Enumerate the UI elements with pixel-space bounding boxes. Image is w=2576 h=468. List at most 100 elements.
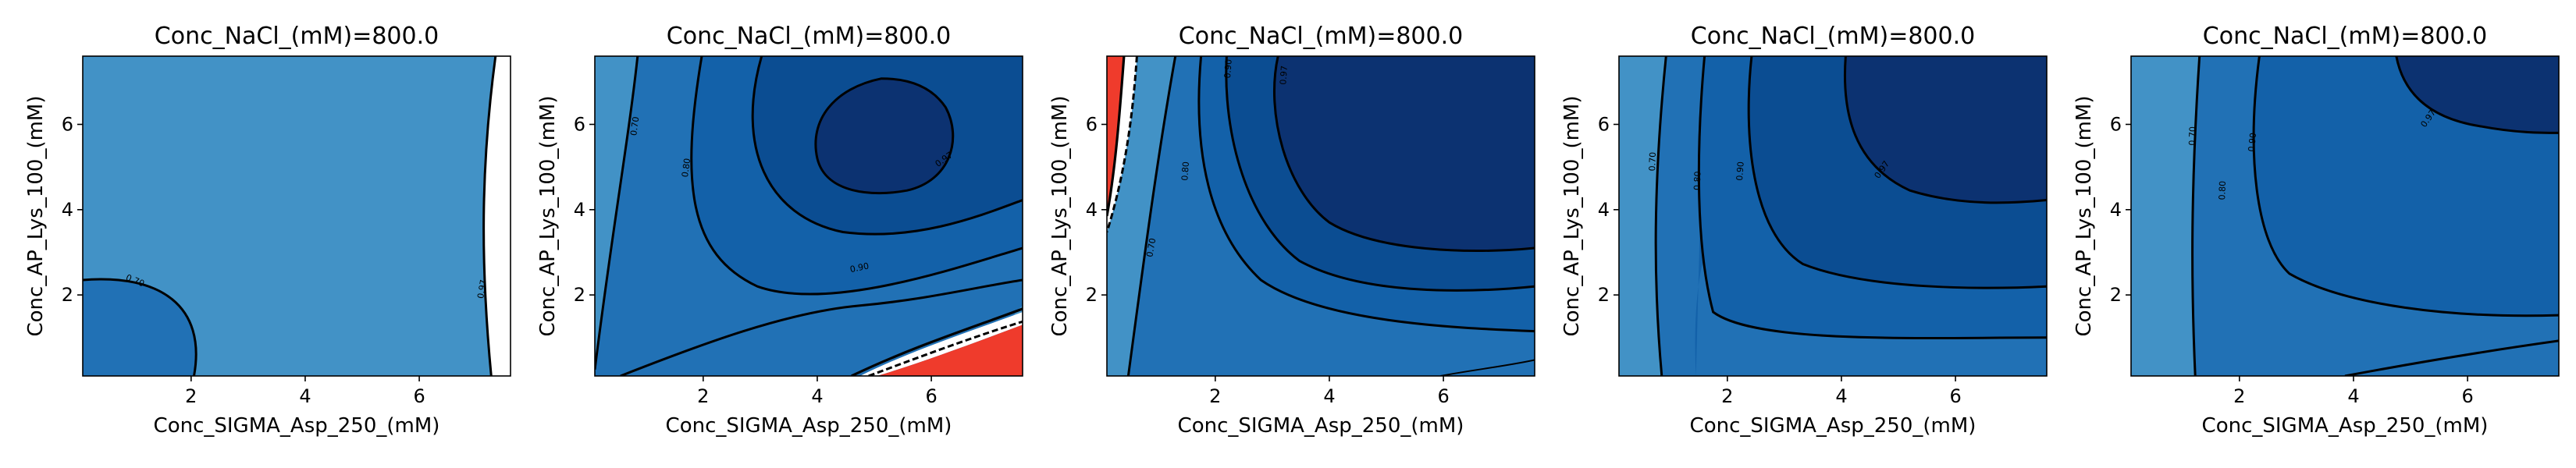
y-tick-label: 6 <box>1086 113 1098 135</box>
panel-title: Conc_NaCl_(mM)=800.0 <box>1179 23 1463 50</box>
contour-line <box>2395 56 2559 134</box>
plot-area: 0.70 0.97 <box>83 56 511 376</box>
x-axis-label: Conc_SIGMA_Asp_250_(mM) <box>1178 414 1464 438</box>
contour-level-label: 0.80 <box>680 158 692 178</box>
y-tick-label: 2 <box>574 284 585 306</box>
contour-level-label: 0.70 <box>628 116 641 136</box>
contour-fill-region <box>83 56 511 376</box>
contour-line <box>868 320 1023 376</box>
y-tick-label: 4 <box>1086 199 1098 221</box>
contour-level-label: 0.70 <box>2187 126 2198 146</box>
y-tick-label: 6 <box>1598 113 1610 135</box>
x-tick-label: 6 <box>1949 385 1961 407</box>
x-tick-label: 2 <box>1209 385 1221 407</box>
contour-fill-region <box>815 78 953 193</box>
contour-line <box>851 307 1023 376</box>
x-tick-label: 4 <box>2347 385 2359 407</box>
contour-line <box>1697 56 2047 339</box>
y-tick-label: 2 <box>62 284 73 306</box>
contour-fill-region <box>1845 56 2047 203</box>
contour-fill-region <box>859 312 1023 376</box>
x-tick-label: 6 <box>413 385 425 407</box>
y-axis-label: Conc_AP_Lys_100_(mM) <box>1048 95 1072 336</box>
x-tick-label: 6 <box>2461 385 2473 407</box>
contour-line <box>2252 56 2559 317</box>
contour-level-label: 0.90 <box>1735 161 1746 181</box>
contour-line <box>1272 56 1535 253</box>
y-tick-label: 2 <box>1598 284 1610 306</box>
y-axis-label: Conc_AP_Lys_100_(mM) <box>24 95 48 336</box>
x-axis-label: Conc_SIGMA_Asp_250_(mM) <box>2202 414 2489 438</box>
contour-fill-region <box>877 324 1023 376</box>
contour-line <box>1107 56 1138 232</box>
contour-level-label: 0.80 <box>2217 181 2228 200</box>
x-tick-label: 2 <box>2233 385 2245 407</box>
y-axis-label: Conc_AP_Lys_100_(mM) <box>2073 95 2096 336</box>
contour-line <box>690 56 1023 296</box>
contour-line <box>814 77 955 195</box>
contour-line <box>1126 56 1177 376</box>
contour-level-label: 0.97 <box>1278 66 1290 85</box>
plot-area: 0.700.800.900.97 <box>2131 56 2559 376</box>
contour-line <box>83 278 197 376</box>
contour-level-label: 0.90 <box>1222 58 1234 78</box>
plot-area: 0.700.800.900.97 <box>595 56 1023 376</box>
contour-line <box>1654 56 1667 376</box>
y-axis-label: Conc_AP_Lys_100_(mM) <box>536 95 560 336</box>
contour-line <box>751 56 1023 236</box>
y-tick-label: 4 <box>2110 199 2122 221</box>
y-tick-label: 2 <box>1086 284 1098 306</box>
x-tick-label: 4 <box>811 385 823 407</box>
contour-level-label: 0.97 <box>475 278 489 299</box>
contour-fill-region <box>483 56 511 376</box>
y-tick-label: 4 <box>62 199 73 221</box>
contour-level-label: 0.80 <box>1692 171 1703 190</box>
x-tick-label: 4 <box>1835 385 1847 407</box>
contour-level-label: 0.70 <box>1144 237 1158 257</box>
y-tick-label: 6 <box>574 113 585 135</box>
axes-frame <box>2130 55 2560 377</box>
y-tick-label: 6 <box>62 113 73 135</box>
axes-frame <box>1106 55 1535 377</box>
contour-line <box>1197 56 1535 333</box>
contour-line <box>1107 56 1126 217</box>
contour-fill-region <box>2396 56 2559 133</box>
x-axis-label: Conc_SIGMA_Asp_250_(mM) <box>666 414 952 438</box>
contour-line <box>1440 359 1535 376</box>
contour-line <box>595 56 639 370</box>
x-tick-label: 6 <box>925 385 937 407</box>
y-tick-label: 6 <box>2110 113 2122 135</box>
contour-panel: 0.70 0.97 2 4 6 2 4 6 Conc_NaCl_(mM)=800.0 Conc_S… <box>24 23 511 438</box>
panel-title: Conc_NaCl_(mM)=800.0 <box>2203 23 2487 50</box>
x-tick-label: 2 <box>1721 385 1733 407</box>
y-tick-label: 4 <box>574 199 585 221</box>
axes-frame <box>594 55 1023 377</box>
contour-line <box>1843 56 2047 204</box>
x-tick-label: 4 <box>1323 385 1335 407</box>
x-axis-label: Conc_SIGMA_Asp_250_(mM) <box>1690 414 1976 438</box>
x-tick-label: 2 <box>185 385 197 407</box>
contour-line <box>482 56 497 376</box>
x-tick-label: 4 <box>299 385 311 407</box>
x-axis-label: Conc_SIGMA_Asp_250_(mM) <box>154 414 440 438</box>
x-tick-label: 2 <box>697 385 709 407</box>
y-axis-label: Conc_AP_Lys_100_(mM) <box>1560 95 1584 336</box>
contour-fill-region <box>83 278 197 376</box>
contour-line <box>2344 339 2559 376</box>
contour-level-label: 0.70 <box>1647 152 1658 172</box>
x-tick-label: 6 <box>1437 385 1449 407</box>
contour-line <box>1747 56 2047 289</box>
panel-title: Conc_NaCl_(mM)=800.0 <box>1691 23 1975 50</box>
panel-title: Conc_NaCl_(mM)=800.0 <box>667 23 951 50</box>
contour-line <box>1225 56 1535 292</box>
contour-fill-region <box>1107 56 1137 232</box>
contour-level-label: 0.90 <box>849 261 870 275</box>
y-tick-label: 2 <box>2110 284 2122 306</box>
panel-title: Conc_NaCl_(mM)=800.0 <box>155 23 439 50</box>
axes-frame <box>1618 55 2048 377</box>
